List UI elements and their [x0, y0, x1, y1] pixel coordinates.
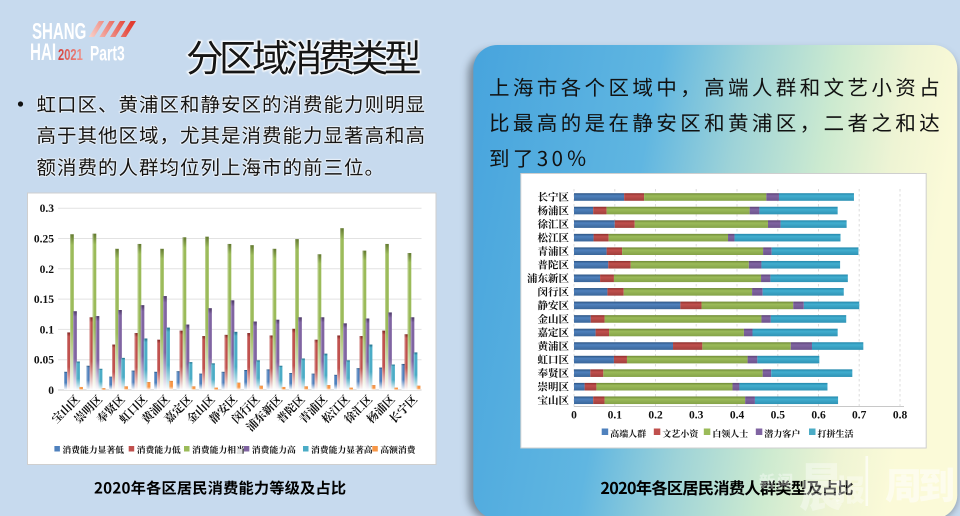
- svg-text:SHANG: SHANG: [32, 19, 86, 45]
- svg-text:0.4: 0.4: [730, 410, 745, 422]
- svg-text:0: 0: [48, 385, 54, 397]
- svg-text:0.2: 0.2: [40, 264, 55, 276]
- svg-text:HAI: HAI: [30, 40, 56, 66]
- svg-text:0.3: 0.3: [40, 203, 55, 215]
- svg-text:Part3: Part3: [90, 42, 125, 66]
- svg-text:0.3: 0.3: [689, 410, 704, 422]
- svg-text:0.2: 0.2: [648, 410, 663, 422]
- svg-text:0: 0: [571, 410, 577, 422]
- svg-text:0.6: 0.6: [811, 410, 826, 422]
- svg-text:0.05: 0.05: [34, 355, 54, 367]
- svg-text:0.8: 0.8: [893, 410, 908, 422]
- svg-text:2021: 2021: [58, 46, 83, 63]
- svg-text:0.1: 0.1: [40, 324, 55, 336]
- svg-text:0.15: 0.15: [34, 294, 54, 306]
- svg-text:0.7: 0.7: [852, 410, 867, 422]
- svg-text:0.5: 0.5: [771, 410, 786, 422]
- svg-text:0.25: 0.25: [34, 234, 54, 246]
- svg-text:0.1: 0.1: [608, 410, 623, 422]
